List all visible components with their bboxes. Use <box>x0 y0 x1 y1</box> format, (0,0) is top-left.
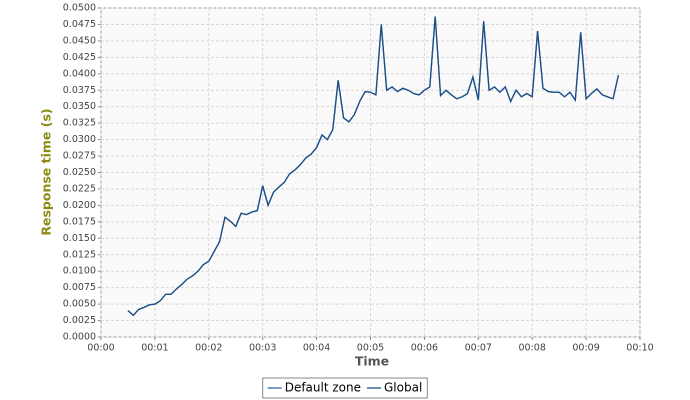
x-tick-label: 00:07 <box>465 343 492 354</box>
x-tick-label: 00:06 <box>411 343 438 354</box>
y-tick-label: 0.0200 <box>63 200 96 211</box>
series-line <box>127 16 620 317</box>
x-tick-label: 00:03 <box>249 343 276 354</box>
y-tick-label: 0.0500 <box>63 3 96 14</box>
y-tick-label: 0.0325 <box>63 118 96 129</box>
y-tick-label: 0.0125 <box>63 249 96 260</box>
y-tick-label: 0.0250 <box>63 167 96 178</box>
x-tick-label: 00:09 <box>572 343 599 354</box>
y-tick-label: 0.0425 <box>63 52 96 63</box>
x-tick-label: 00:02 <box>195 343 222 354</box>
y-tick-label: 0.0350 <box>63 101 96 112</box>
y-tick-label: 0.0400 <box>63 68 96 79</box>
y-tick-label: 0.0050 <box>63 299 96 310</box>
y-tick-label: 0.0225 <box>63 183 96 194</box>
y-tick-label: 0.0150 <box>63 233 96 244</box>
x-axis-title: Time <box>355 354 389 369</box>
x-tick-label: 00:08 <box>519 343 546 354</box>
x-tick-label: 00:01 <box>141 343 168 354</box>
y-tick-label: 0.0025 <box>63 315 96 326</box>
y-tick-label: 0.0375 <box>63 85 96 96</box>
y-tick-label: 0.0275 <box>63 151 96 162</box>
y-tick-label: 0.0475 <box>63 19 96 30</box>
x-tick-label: 00:04 <box>303 343 330 354</box>
y-axis-title: Response time (s) <box>39 108 54 235</box>
y-tick-label: 0.0175 <box>63 216 96 227</box>
y-tick-label: 0.0450 <box>63 35 96 46</box>
x-tick-label: 00:05 <box>357 343 384 354</box>
legend: Default zone Global <box>262 377 428 399</box>
x-tick-label: 00:00 <box>87 343 114 354</box>
x-tick-label: 00:10 <box>626 343 653 354</box>
plot-area <box>100 7 641 338</box>
y-tick-label: 0.0100 <box>63 266 96 277</box>
legend-label: Global <box>384 381 422 395</box>
legend-label: Default zone <box>285 381 361 395</box>
legend-box <box>262 377 428 399</box>
y-tick-label: 0.0075 <box>63 282 96 293</box>
y-tick-label: 0.0300 <box>63 134 96 145</box>
y-tick-label: 0.0000 <box>63 332 96 343</box>
